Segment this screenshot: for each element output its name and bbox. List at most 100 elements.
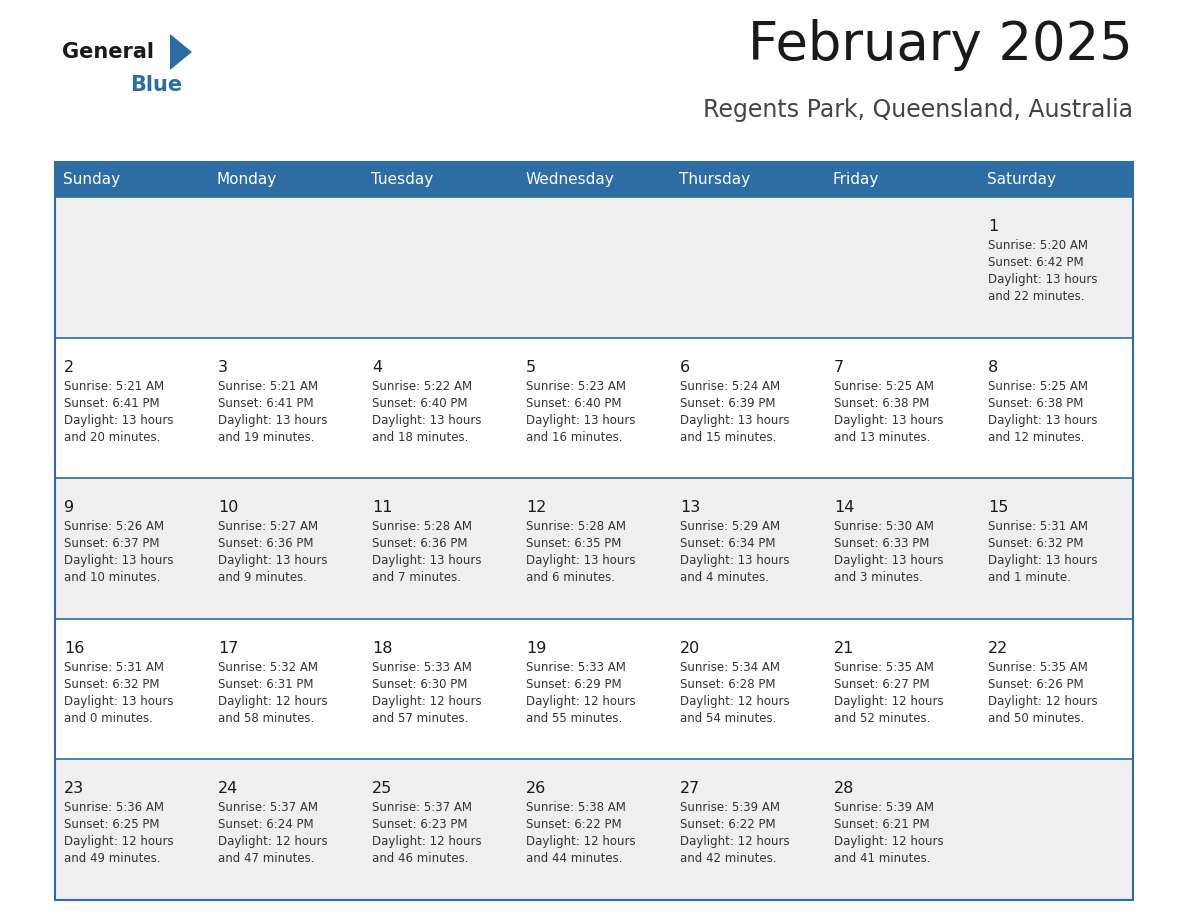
Text: and 22 minutes.: and 22 minutes. — [988, 290, 1085, 303]
Text: Saturday: Saturday — [987, 172, 1056, 187]
Text: 24: 24 — [219, 781, 239, 797]
Text: 12: 12 — [526, 500, 546, 515]
Text: Sunset: 6:34 PM: Sunset: 6:34 PM — [680, 537, 776, 550]
Text: and 3 minutes.: and 3 minutes. — [834, 571, 923, 584]
Text: and 58 minutes.: and 58 minutes. — [219, 711, 315, 725]
Text: and 16 minutes.: and 16 minutes. — [526, 431, 623, 443]
Text: Sunrise: 5:37 AM: Sunrise: 5:37 AM — [372, 801, 472, 814]
Text: and 6 minutes.: and 6 minutes. — [526, 571, 615, 584]
Text: 27: 27 — [680, 781, 700, 797]
Text: 3: 3 — [219, 360, 228, 375]
Text: and 1 minute.: and 1 minute. — [988, 571, 1070, 584]
Text: Sunrise: 5:38 AM: Sunrise: 5:38 AM — [526, 801, 626, 814]
Text: 10: 10 — [219, 500, 239, 515]
Bar — [55, 478, 209, 619]
Text: and 42 minutes.: and 42 minutes. — [680, 853, 777, 866]
Bar — [979, 759, 1133, 900]
Bar — [364, 619, 517, 759]
Text: Sunset: 6:42 PM: Sunset: 6:42 PM — [988, 256, 1083, 269]
Bar — [979, 338, 1133, 478]
Text: 19: 19 — [526, 641, 546, 655]
Text: and 49 minutes.: and 49 minutes. — [64, 853, 160, 866]
Text: Daylight: 12 hours: Daylight: 12 hours — [834, 695, 943, 708]
Text: Daylight: 13 hours: Daylight: 13 hours — [680, 414, 790, 427]
Text: Daylight: 13 hours: Daylight: 13 hours — [988, 414, 1098, 427]
Text: Sunset: 6:41 PM: Sunset: 6:41 PM — [64, 397, 159, 409]
Text: Daylight: 13 hours: Daylight: 13 hours — [526, 414, 636, 427]
Text: and 4 minutes.: and 4 minutes. — [680, 571, 769, 584]
Text: Daylight: 13 hours: Daylight: 13 hours — [834, 414, 943, 427]
Text: and 7 minutes.: and 7 minutes. — [372, 571, 461, 584]
Text: and 46 minutes.: and 46 minutes. — [372, 853, 468, 866]
Bar — [55, 759, 209, 900]
Text: 15: 15 — [988, 500, 1009, 515]
Bar — [364, 197, 517, 338]
Text: Sunset: 6:22 PM: Sunset: 6:22 PM — [680, 819, 776, 832]
Text: Sunset: 6:38 PM: Sunset: 6:38 PM — [834, 397, 929, 409]
Bar — [979, 197, 1133, 338]
Text: Daylight: 12 hours: Daylight: 12 hours — [988, 695, 1098, 708]
Text: Sunset: 6:24 PM: Sunset: 6:24 PM — [219, 819, 314, 832]
Bar — [824, 478, 979, 619]
Text: Sunset: 6:36 PM: Sunset: 6:36 PM — [219, 537, 314, 550]
Text: and 0 minutes.: and 0 minutes. — [64, 711, 153, 725]
Text: Sunrise: 5:22 AM: Sunrise: 5:22 AM — [372, 380, 472, 393]
Text: Sunset: 6:32 PM: Sunset: 6:32 PM — [988, 537, 1083, 550]
Text: Sunset: 6:39 PM: Sunset: 6:39 PM — [680, 397, 776, 409]
Text: Sunrise: 5:31 AM: Sunrise: 5:31 AM — [64, 661, 164, 674]
Bar — [671, 197, 824, 338]
Text: Sunrise: 5:20 AM: Sunrise: 5:20 AM — [988, 239, 1088, 252]
Text: 2: 2 — [64, 360, 74, 375]
Text: and 18 minutes.: and 18 minutes. — [372, 431, 468, 443]
Text: Sunrise: 5:29 AM: Sunrise: 5:29 AM — [680, 521, 781, 533]
Bar — [55, 197, 209, 338]
Bar — [671, 478, 824, 619]
Text: Daylight: 13 hours: Daylight: 13 hours — [988, 273, 1098, 286]
Text: Sunset: 6:37 PM: Sunset: 6:37 PM — [64, 537, 159, 550]
Text: Daylight: 13 hours: Daylight: 13 hours — [372, 554, 481, 567]
Bar — [517, 759, 671, 900]
Text: 6: 6 — [680, 360, 690, 375]
Text: and 52 minutes.: and 52 minutes. — [834, 711, 930, 725]
Text: Daylight: 12 hours: Daylight: 12 hours — [526, 695, 636, 708]
Bar — [517, 197, 671, 338]
Text: 17: 17 — [219, 641, 239, 655]
Text: 5: 5 — [526, 360, 536, 375]
Bar — [824, 619, 979, 759]
Bar — [824, 338, 979, 478]
Text: 13: 13 — [680, 500, 700, 515]
Text: Sunrise: 5:28 AM: Sunrise: 5:28 AM — [372, 521, 472, 533]
Text: Sunrise: 5:39 AM: Sunrise: 5:39 AM — [834, 801, 934, 814]
Bar — [209, 619, 364, 759]
Text: Daylight: 12 hours: Daylight: 12 hours — [219, 695, 328, 708]
Text: and 13 minutes.: and 13 minutes. — [834, 431, 930, 443]
Text: Sunrise: 5:25 AM: Sunrise: 5:25 AM — [988, 380, 1088, 393]
Text: 16: 16 — [64, 641, 84, 655]
Text: Sunset: 6:35 PM: Sunset: 6:35 PM — [526, 537, 621, 550]
Text: Daylight: 12 hours: Daylight: 12 hours — [64, 835, 173, 848]
Text: Sunset: 6:21 PM: Sunset: 6:21 PM — [834, 819, 930, 832]
Text: Daylight: 13 hours: Daylight: 13 hours — [680, 554, 790, 567]
Text: and 41 minutes.: and 41 minutes. — [834, 853, 930, 866]
Text: Sunrise: 5:25 AM: Sunrise: 5:25 AM — [834, 380, 934, 393]
Text: 7: 7 — [834, 360, 845, 375]
Text: Daylight: 13 hours: Daylight: 13 hours — [834, 554, 943, 567]
Text: Daylight: 13 hours: Daylight: 13 hours — [988, 554, 1098, 567]
Text: Daylight: 12 hours: Daylight: 12 hours — [834, 835, 943, 848]
Text: Daylight: 12 hours: Daylight: 12 hours — [219, 835, 328, 848]
Text: and 9 minutes.: and 9 minutes. — [219, 571, 307, 584]
Text: Daylight: 13 hours: Daylight: 13 hours — [219, 414, 328, 427]
Text: Sunset: 6:33 PM: Sunset: 6:33 PM — [834, 537, 929, 550]
Text: Sunset: 6:23 PM: Sunset: 6:23 PM — [372, 819, 468, 832]
Text: 25: 25 — [372, 781, 392, 797]
Text: Sunrise: 5:33 AM: Sunrise: 5:33 AM — [372, 661, 472, 674]
Bar — [671, 619, 824, 759]
Text: 9: 9 — [64, 500, 74, 515]
Text: Sunrise: 5:33 AM: Sunrise: 5:33 AM — [526, 661, 626, 674]
Bar — [824, 197, 979, 338]
Text: Daylight: 13 hours: Daylight: 13 hours — [64, 554, 173, 567]
Text: Sunrise: 5:35 AM: Sunrise: 5:35 AM — [988, 661, 1088, 674]
Text: and 12 minutes.: and 12 minutes. — [988, 431, 1085, 443]
Text: and 54 minutes.: and 54 minutes. — [680, 711, 777, 725]
Text: 22: 22 — [988, 641, 1009, 655]
